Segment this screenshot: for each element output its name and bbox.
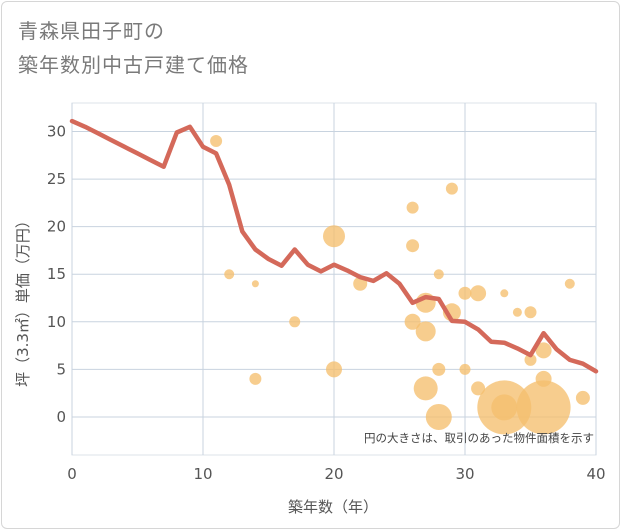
bubble-point (415, 321, 436, 342)
bubble-point (491, 394, 518, 421)
y-tick-label: 25 (47, 170, 66, 188)
y-tick-label: 20 (47, 218, 66, 236)
bubble-point (516, 380, 571, 435)
bubble-point (406, 201, 419, 214)
x-tick-label: 0 (67, 465, 77, 483)
chart-title-line2: 築年数別中古戸建て価格 (18, 53, 249, 77)
x-tick-label: 10 (193, 465, 212, 483)
bubble-point (210, 135, 223, 148)
bubble-point (535, 342, 552, 359)
x-tick-label: 40 (586, 465, 605, 483)
bubble-point (564, 278, 575, 289)
chart-title: 青森県田子町の 築年数別中古戸建て価格 (18, 14, 249, 82)
bubble-point (323, 225, 345, 248)
bubble-point (512, 307, 522, 317)
y-tick-label: 30 (47, 123, 66, 141)
bubble-point (433, 269, 444, 280)
bubble-point (326, 361, 342, 378)
bubble-point (404, 313, 421, 330)
y-tick-label: 10 (47, 313, 66, 331)
price-line (69, 118, 599, 374)
y-tick-label: 15 (47, 265, 66, 283)
x-tick-label: 20 (324, 465, 343, 483)
bubble-point (524, 306, 537, 319)
bubble-point (500, 289, 509, 298)
bubble-point (425, 403, 452, 430)
bubble-point (524, 353, 537, 366)
bubble-point (406, 239, 420, 253)
bubble-point (224, 269, 235, 280)
x-tick-label: 30 (455, 465, 474, 483)
bubble-series (210, 135, 590, 435)
bubble-point (432, 362, 446, 376)
bubble-point (471, 381, 486, 396)
y-tick-label: 0 (56, 408, 66, 426)
x-axis-label: 築年数（年） (288, 498, 378, 516)
bubble-size-note: 円の大きさは、取引のあった物件面積を示す (364, 431, 594, 445)
bubble-point (445, 182, 458, 195)
bubble-point (575, 390, 590, 405)
bubble-point (249, 372, 262, 385)
bubble-point (251, 280, 259, 288)
bubble-point (413, 376, 438, 401)
chart-title-line1: 青森県田子町の (18, 19, 165, 43)
y-tick-label: 5 (56, 360, 66, 378)
y-axis-label: 坪（3.3㎡）単価（万円） (14, 213, 32, 387)
axes: 0 10 20 30 40 0 5 10 15 20 25 30 (47, 123, 606, 483)
bubble-point (470, 285, 487, 302)
price-line-series (69, 118, 599, 374)
bubble-point (458, 286, 472, 300)
bubble-point (459, 363, 471, 375)
bubble-point (289, 316, 301, 328)
